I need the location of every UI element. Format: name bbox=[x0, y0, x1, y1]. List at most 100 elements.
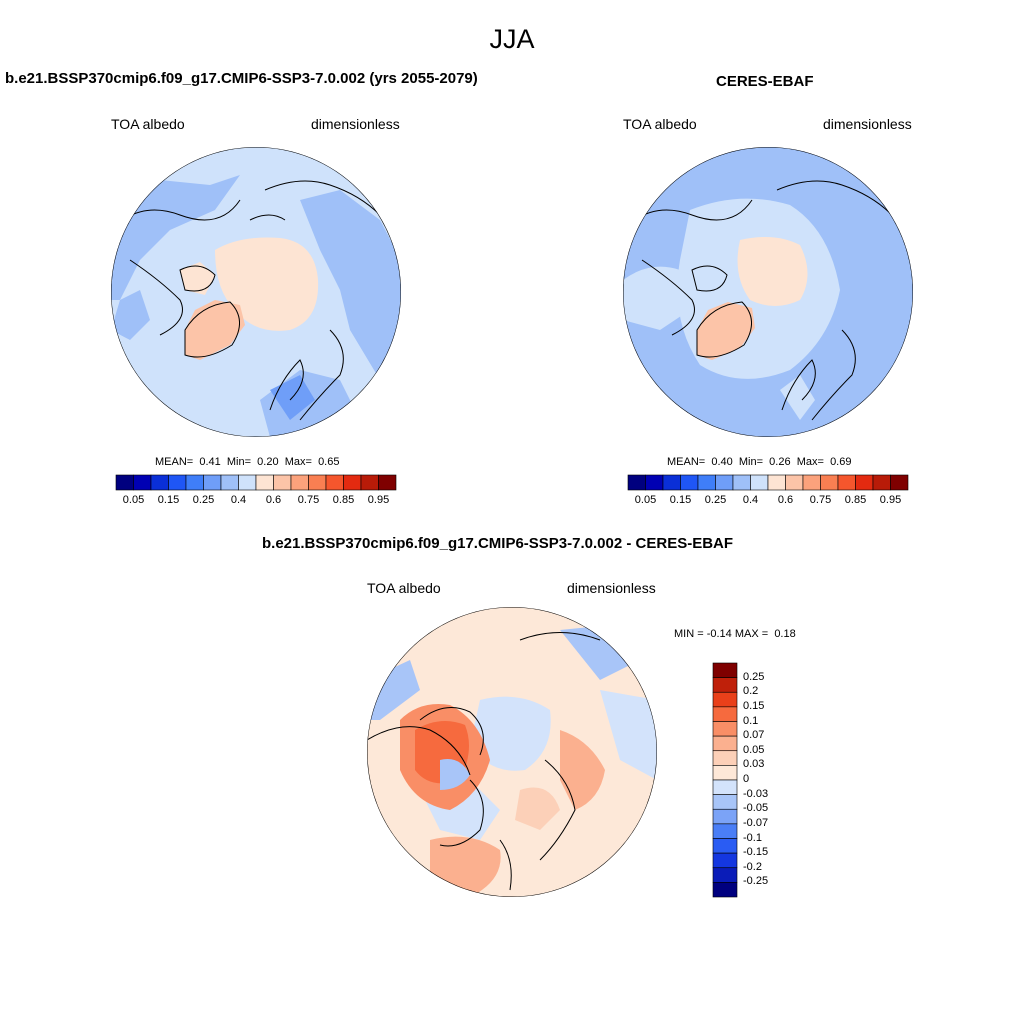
colorbar-swatch bbox=[697, 474, 716, 491]
colorbar-swatch bbox=[203, 474, 222, 491]
colorbar-swatch bbox=[712, 721, 738, 737]
colorbar-swatch bbox=[712, 677, 738, 693]
colorbar-tick-label: 0.05 bbox=[743, 743, 765, 756]
colorbar-model bbox=[115, 474, 397, 491]
colorbar-swatch bbox=[785, 474, 804, 491]
panel2-units-label: dimensionless bbox=[823, 116, 912, 132]
colorbar-tick-label: 0.15 bbox=[743, 699, 765, 712]
colorbar-tick-label: -0.2 bbox=[743, 860, 762, 873]
colorbar-tick-label: 0.4 bbox=[742, 494, 759, 506]
max-value: 0.69 bbox=[830, 456, 852, 468]
colorbar-swatch bbox=[712, 735, 738, 752]
colorbar-swatch bbox=[820, 474, 839, 491]
colorbar-swatch bbox=[255, 474, 274, 491]
colorbar-tick-label: -0.15 bbox=[743, 846, 769, 859]
colorbar-swatch bbox=[712, 808, 738, 825]
colorbar-swatch bbox=[715, 474, 734, 491]
colorbar-tick-label: 0.6 bbox=[777, 494, 794, 506]
min-value: 0.20 bbox=[257, 456, 279, 468]
panel2-stats: MEAN= 0.40 Min= 0.26 Max= 0.69 bbox=[667, 456, 851, 468]
min-label: Min= bbox=[226, 456, 252, 468]
min-label: MIN = bbox=[674, 628, 704, 640]
colorbar-swatch bbox=[133, 474, 152, 491]
colorbar-tick-label: -0.05 bbox=[743, 802, 769, 815]
panel3-units-label: dimensionless bbox=[567, 580, 656, 596]
colorbar-swatch bbox=[712, 867, 738, 883]
min-value: 0.26 bbox=[769, 456, 791, 468]
max-label: Max= bbox=[284, 456, 312, 468]
colorbar-swatch bbox=[308, 474, 327, 491]
colorbar-tick-label: 0.25 bbox=[704, 494, 727, 506]
colorbar-observations bbox=[627, 474, 909, 491]
colorbar-swatch bbox=[855, 474, 874, 491]
colorbar-swatch bbox=[115, 474, 134, 491]
colorbar-swatch bbox=[645, 474, 664, 491]
colorbar-swatch bbox=[290, 474, 309, 491]
colorbar-swatch bbox=[767, 474, 786, 491]
colorbar-swatch bbox=[238, 474, 257, 491]
colorbar-swatch bbox=[712, 852, 738, 869]
colorbar-swatch bbox=[712, 838, 738, 854]
map-difference bbox=[367, 607, 657, 897]
panel2-variable-label: TOA albedo bbox=[623, 116, 697, 132]
colorbar-tick-label: 0.05 bbox=[634, 494, 657, 506]
colorbar-tick-label: 0.15 bbox=[157, 494, 180, 506]
colorbar-swatch bbox=[802, 474, 821, 491]
colorbar-swatch bbox=[712, 765, 738, 781]
colorbar-tick-label: 0.4 bbox=[230, 494, 247, 506]
colorbar-tick-label: 0.03 bbox=[743, 758, 765, 771]
colorbar-tick-label: 0.15 bbox=[669, 494, 692, 506]
colorbar-swatch bbox=[360, 474, 379, 491]
colorbar-tick-label: -0.1 bbox=[743, 831, 762, 844]
colorbar-swatch bbox=[343, 474, 362, 491]
panel1-title: b.e21.BSSP370cmip6.f09_g17.CMIP6-SSP3-7.… bbox=[5, 70, 478, 87]
min-label: Min= bbox=[738, 456, 764, 468]
colorbar-swatch bbox=[168, 474, 187, 491]
panel3-variable-label: TOA albedo bbox=[367, 580, 441, 596]
colorbar-tick-label: 0.75 bbox=[809, 494, 832, 506]
colorbar-tick-label: -0.07 bbox=[743, 816, 769, 829]
max-value: 0.65 bbox=[318, 456, 340, 468]
panel3-minmax: MIN = -0.14 MAX = 0.18 bbox=[674, 628, 796, 640]
colorbar-swatch bbox=[662, 474, 681, 491]
colorbar-swatch bbox=[837, 474, 856, 491]
colorbar-swatch bbox=[712, 823, 738, 839]
mean-label: MEAN= bbox=[667, 456, 706, 468]
min-value: -0.14 bbox=[706, 628, 732, 640]
max-label: Max= bbox=[796, 456, 824, 468]
mean-value: 0.40 bbox=[711, 456, 733, 468]
colorbar-tick-label: 0.2 bbox=[743, 685, 759, 698]
mean-label: MEAN= bbox=[155, 456, 194, 468]
panel1-variable-label: TOA albedo bbox=[111, 116, 185, 132]
colorbar-swatch bbox=[150, 474, 169, 491]
colorbar-swatch bbox=[627, 474, 646, 491]
figure-title: JJA bbox=[489, 24, 535, 54]
colorbar-swatch bbox=[680, 474, 699, 491]
colorbar-swatch bbox=[712, 691, 738, 708]
colorbar-tick-label: 0.95 bbox=[879, 494, 902, 506]
colorbar-tick-label: 0.75 bbox=[297, 494, 320, 506]
colorbar-tick-label: 0 bbox=[743, 773, 750, 785]
colorbar-swatch bbox=[890, 474, 909, 491]
colorbar-tick-label: 0.85 bbox=[844, 494, 867, 506]
colorbar-swatch bbox=[712, 794, 738, 810]
colorbar-swatch bbox=[712, 779, 738, 795]
colorbar-tick-label: 0.25 bbox=[192, 494, 215, 506]
max-label: MAX = bbox=[734, 628, 769, 640]
panel1-units-label: dimensionless bbox=[311, 116, 400, 132]
colorbar-tick-label: 0.07 bbox=[743, 729, 765, 742]
colorbar-tick-label: 0.25 bbox=[743, 670, 765, 683]
colorbar-tick-label: -0.03 bbox=[743, 787, 769, 800]
panel3-title: b.e21.BSSP370cmip6.f09_g17.CMIP6-SSP3-7.… bbox=[262, 535, 734, 552]
colorbar-swatch bbox=[378, 474, 397, 491]
colorbar-swatch bbox=[712, 882, 738, 898]
colorbar-swatch bbox=[750, 474, 769, 491]
colorbar-tick-label: 0.95 bbox=[367, 494, 390, 506]
colorbar-swatch bbox=[185, 474, 204, 491]
colorbar-tick-label: 0.85 bbox=[332, 494, 355, 506]
mean-value: 0.41 bbox=[199, 456, 221, 468]
map-model bbox=[111, 147, 401, 437]
colorbar-swatch bbox=[732, 474, 751, 491]
panel1-stats: MEAN= 0.41 Min= 0.20 Max= 0.65 bbox=[155, 456, 339, 468]
colorbar-tick-label: 0.1 bbox=[743, 714, 759, 727]
